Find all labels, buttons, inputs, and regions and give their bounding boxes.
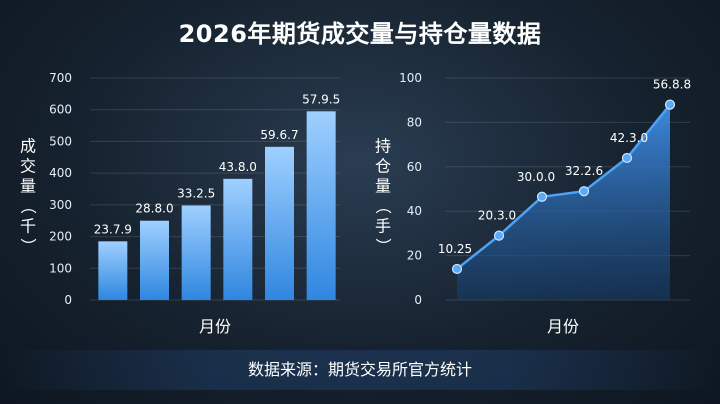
bar-data-label: 23.7.9 bbox=[94, 222, 132, 236]
point-data-label: 32.2.6 bbox=[565, 164, 603, 178]
y-tick-label: 600 bbox=[49, 103, 72, 117]
point-data-label: 20.3.0 bbox=[478, 209, 516, 223]
y-title-char: ） bbox=[374, 238, 393, 254]
y-title-char: 仓 bbox=[375, 157, 391, 176]
y-title-char: 千 bbox=[20, 217, 36, 236]
source-footer: 数据来源：期货交易所官方统计 bbox=[0, 350, 720, 390]
bar-data-label: 33.2.5 bbox=[177, 186, 215, 200]
y-tick-label: 80 bbox=[407, 115, 422, 129]
point-data-label: 30.0.0 bbox=[517, 170, 555, 184]
data-point bbox=[493, 230, 505, 241]
bar bbox=[140, 220, 169, 300]
bar bbox=[181, 205, 211, 300]
y-tick-label: 20 bbox=[407, 249, 422, 263]
y-tick-label: 400 bbox=[49, 166, 72, 180]
data-point bbox=[536, 191, 548, 202]
area-chart: 0 20 40 60 80 100 10.25 20.3.0 30.0.0 32.2.6 42.3… bbox=[374, 71, 692, 336]
page-title: 2026年期货成交量与持仓量数据 bbox=[178, 20, 542, 48]
bar-data-label: 59.6.7 bbox=[260, 128, 298, 142]
bar-chart: 0 100 200 300 400 500 600 700 23.7.928.8.0 33.2.… bbox=[19, 71, 341, 336]
y-tick-label: 100 bbox=[399, 71, 422, 85]
y-title-char: 持 bbox=[375, 137, 391, 156]
area-fill bbox=[457, 104, 670, 300]
y-title-char: 交 bbox=[20, 157, 36, 176]
bar bbox=[306, 111, 336, 300]
y-tick-label: 300 bbox=[49, 198, 72, 212]
y-title-char: 量 bbox=[20, 177, 36, 196]
data-point bbox=[578, 186, 590, 197]
series-line bbox=[456, 103, 671, 270]
bar bbox=[98, 241, 128, 300]
bar bbox=[265, 146, 294, 300]
y-tick-label: 700 bbox=[49, 71, 72, 85]
y-tick-label: 100 bbox=[49, 261, 72, 275]
source-text: 数据来源：期货交易所官方统计 bbox=[247, 360, 472, 379]
y-title-char: （ bbox=[374, 198, 393, 214]
bar-data-label: 28.8.0 bbox=[135, 202, 173, 216]
y-tick-label: 200 bbox=[49, 230, 72, 244]
y-tick-label: 60 bbox=[407, 160, 422, 174]
y-title-char: 成 bbox=[20, 137, 36, 156]
point-data-label: 56.8.8 bbox=[653, 78, 691, 92]
point-data-label: 42.3.0 bbox=[610, 131, 648, 145]
y-tick-label: 40 bbox=[407, 204, 422, 218]
y-tick-label: 500 bbox=[49, 134, 72, 148]
bar bbox=[223, 178, 253, 300]
bar-data-label: 43.8.0 bbox=[219, 160, 257, 174]
y-title-char: （ bbox=[19, 198, 38, 214]
y-tick-label: 0 bbox=[414, 293, 422, 307]
y-title-char: 量 bbox=[375, 177, 391, 196]
y-tick-label: 0 bbox=[64, 293, 72, 307]
data-point bbox=[664, 99, 676, 110]
data-point bbox=[621, 152, 633, 164]
point-data-label: 10.25 bbox=[438, 242, 472, 256]
bar-y-axis-title: 成交量 （ 千 ） bbox=[19, 137, 38, 255]
y-title-char: ） bbox=[19, 238, 38, 254]
bar-x-axis-title: 月份 bbox=[199, 317, 231, 336]
area-x-axis-title: 月份 bbox=[547, 317, 579, 336]
y-title-char: 手 bbox=[375, 217, 391, 236]
data-point bbox=[451, 263, 463, 275]
area-y-axis-title: 持仓量 （ 手 ） bbox=[374, 137, 393, 255]
bar-data-label: 57.9.5 bbox=[302, 92, 340, 106]
